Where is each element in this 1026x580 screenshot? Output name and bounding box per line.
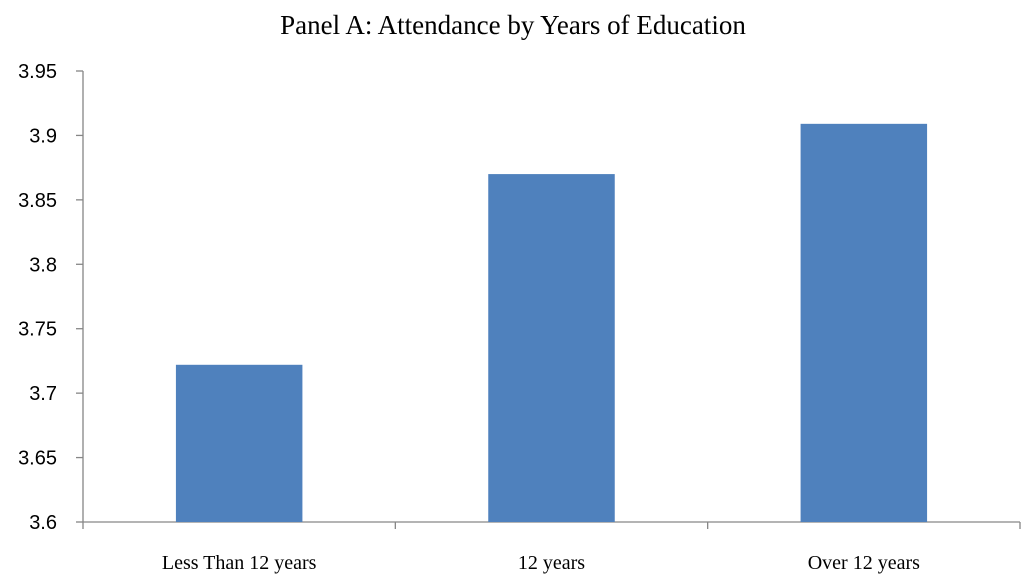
y-tick-label: 3.95 bbox=[18, 61, 57, 83]
y-axis: 3.6 3.65 3.7 3.75 3.8 3.85 3.9 3.95 bbox=[18, 61, 84, 534]
bar bbox=[175, 364, 303, 522]
y-tick-label: 3.75 bbox=[18, 319, 57, 341]
y-tick-label: 3.85 bbox=[18, 190, 57, 212]
y-tick-label: 3.8 bbox=[29, 254, 57, 276]
bars bbox=[175, 123, 928, 523]
chart-title: Panel A: Attendance by Years of Educatio… bbox=[280, 10, 746, 40]
x-category-label: Over 12 years bbox=[808, 552, 920, 574]
x-category-label: 12 years bbox=[518, 552, 585, 574]
x-axis: Less Than 12 years 12 years Over 12 years bbox=[82, 521, 1021, 574]
y-tick-label: 3.7 bbox=[29, 383, 57, 405]
y-tick-label: 3.6 bbox=[29, 512, 57, 534]
x-category-label: Less Than 12 years bbox=[162, 552, 317, 574]
y-tick-label: 3.9 bbox=[29, 125, 57, 147]
y-tick-label: 3.65 bbox=[18, 448, 57, 470]
bar bbox=[488, 174, 615, 523]
bar bbox=[800, 123, 928, 523]
